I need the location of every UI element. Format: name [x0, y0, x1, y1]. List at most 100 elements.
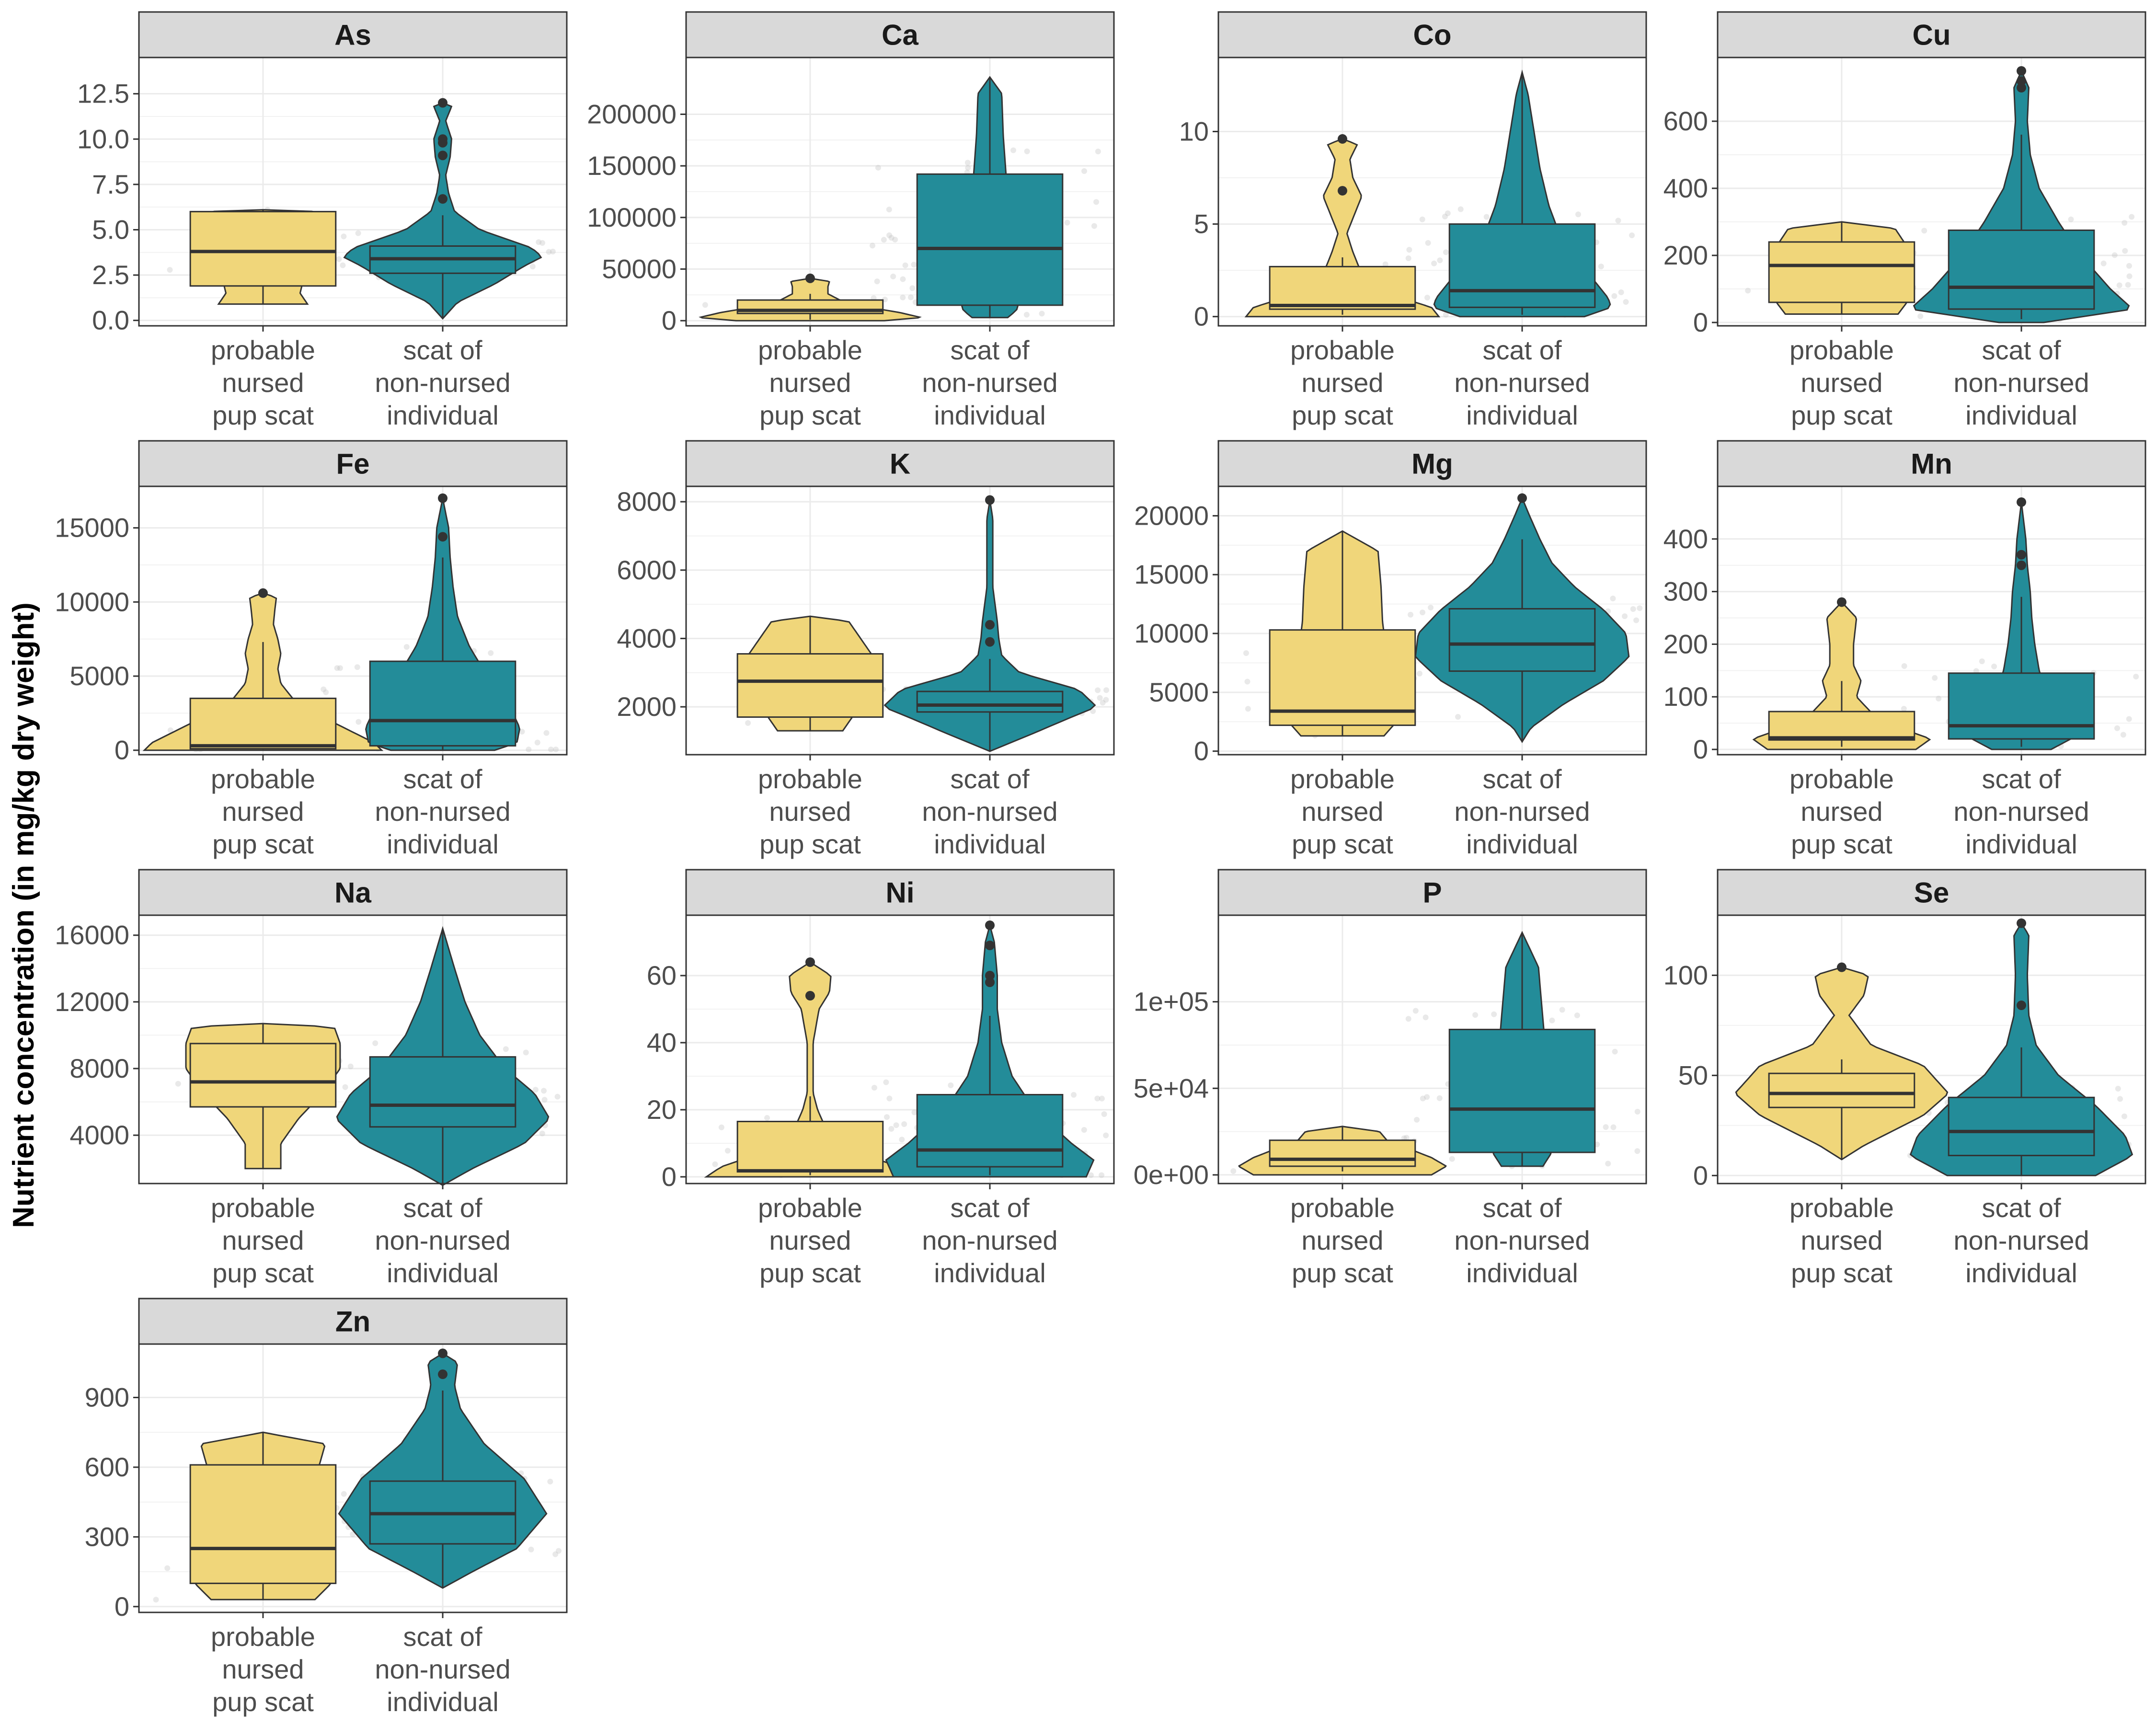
- jitter-point: [948, 1082, 954, 1089]
- jitter-point: [1010, 147, 1016, 153]
- y-tick-label: 400: [1663, 173, 1708, 203]
- jitter-point: [1622, 613, 1628, 619]
- jitter-point: [1071, 1092, 1077, 1098]
- jitter-point: [900, 276, 906, 282]
- jitter-point: [532, 1087, 539, 1093]
- jitter-point: [547, 1478, 553, 1484]
- jitter-point: [2068, 216, 2074, 222]
- jitter-point: [909, 285, 916, 291]
- outlier-point: [438, 1348, 448, 1358]
- jitter-point: [1991, 663, 1997, 669]
- jitter-point: [2126, 273, 2133, 279]
- jitter-point: [702, 302, 708, 308]
- jitter-point: [553, 747, 559, 753]
- y-tick-label: 0: [1693, 734, 1708, 764]
- jitter-point: [1574, 1012, 1580, 1019]
- x-tick-label: scat of non-nursed individual: [375, 1193, 510, 1288]
- outlier-point: [2017, 1000, 2027, 1011]
- y-tick-label: 60: [647, 960, 677, 990]
- y-tick-label: 0e+00: [1134, 1160, 1209, 1190]
- jitter-point: [1416, 670, 1422, 677]
- jitter-point: [2114, 725, 2120, 731]
- jitter-point: [1023, 311, 1030, 318]
- jitter-point: [1431, 260, 1437, 266]
- jitter-point: [1412, 1008, 1419, 1014]
- jitter-point: [902, 262, 908, 268]
- jitter-point: [2122, 248, 2128, 254]
- box: [1948, 672, 2095, 740]
- jitter-point: [886, 232, 893, 239]
- y-tick-label: 100: [1663, 960, 1708, 990]
- jitter-point: [745, 720, 751, 726]
- outlier-point: [985, 941, 995, 950]
- jitter-point: [1424, 1094, 1430, 1100]
- jitter-point: [2117, 1096, 2123, 1102]
- jitter-point: [1420, 610, 1426, 616]
- jitter-point: [1382, 261, 1388, 267]
- jitter-point: [534, 739, 540, 746]
- y-tick-label: 0: [115, 735, 129, 765]
- jitter-point: [167, 267, 173, 273]
- jitter-point: [1091, 223, 1097, 229]
- jitter-point: [1445, 210, 1451, 217]
- outlier-point: [438, 134, 448, 144]
- jitter-point: [1064, 219, 1070, 226]
- outlier-point: [805, 957, 815, 967]
- facet-strip: [1217, 869, 1647, 916]
- jitter-point: [341, 1491, 347, 1497]
- y-tick-label: 0: [662, 305, 677, 335]
- jitter-point: [1637, 605, 1643, 611]
- jitter-point: [323, 689, 329, 695]
- jitter-point: [907, 294, 914, 300]
- y-tick-label: 10000: [55, 586, 129, 617]
- jitter-point: [1420, 1095, 1426, 1102]
- x-tick-label: probable nursed pup scat: [211, 1622, 315, 1717]
- y-tick-label: 20000: [1134, 500, 1209, 530]
- jitter-point: [965, 165, 971, 171]
- jitter-point: [874, 278, 880, 285]
- jitter-point: [1081, 1127, 1087, 1133]
- jitter-point: [1095, 687, 1101, 693]
- jitter-point: [340, 262, 346, 268]
- jitter-point: [528, 1546, 534, 1552]
- panels: 0.0 2.5 5.0 7.5 10.0 12.5 As probable nursed pup …: [55, 11, 2146, 1717]
- facet-strip: [685, 869, 1115, 916]
- facet-strip-label: Fe: [336, 448, 369, 480]
- jitter-point: [871, 1085, 877, 1091]
- facet-strip: [138, 869, 568, 916]
- box: [189, 697, 337, 750]
- x-tick-label: probable nursed pup scat: [211, 335, 315, 430]
- facet-strip-label: Mn: [1911, 448, 1952, 480]
- y-tick-label: 400: [1663, 524, 1708, 554]
- outlier-point: [438, 532, 448, 542]
- jitter-point: [1633, 617, 1640, 623]
- facet-strip: [138, 440, 568, 487]
- y-tick-label: 50000: [602, 254, 677, 284]
- y-tick-label: 200: [1663, 629, 1708, 659]
- outlier-point: [805, 273, 815, 283]
- y-tick-label: 0: [1693, 307, 1708, 337]
- y-tick-label: 600: [1663, 106, 1708, 136]
- box: [1768, 1072, 1915, 1108]
- jitter-point: [886, 1095, 893, 1102]
- jitter-point: [175, 1081, 181, 1087]
- jitter-point: [555, 1548, 562, 1554]
- outlier-point: [2017, 66, 2027, 76]
- jitter-point: [1483, 214, 1490, 220]
- facet-panel-Cu: 0 200 400 600 Cu probable nursed pup scat scat o…: [1663, 11, 2146, 430]
- facet-strip-label: Na: [334, 877, 371, 909]
- jitter-point: [2121, 1113, 2127, 1119]
- facet-strip-label: Co: [1413, 19, 1452, 51]
- jitter-point: [1623, 299, 1629, 305]
- x-tick-label: probable nursed pup scat: [758, 764, 862, 859]
- outlier-point: [258, 588, 268, 598]
- jitter-point: [1901, 706, 1907, 712]
- jitter-point: [1419, 216, 1425, 222]
- jitter-point: [552, 1551, 559, 1557]
- facet-strip: [1717, 440, 2146, 487]
- jitter-point: [2126, 716, 2132, 722]
- jitter-point: [1449, 1156, 1455, 1162]
- jitter-point: [1099, 1095, 1105, 1102]
- box: [736, 1121, 884, 1173]
- jitter-point: [883, 1079, 889, 1085]
